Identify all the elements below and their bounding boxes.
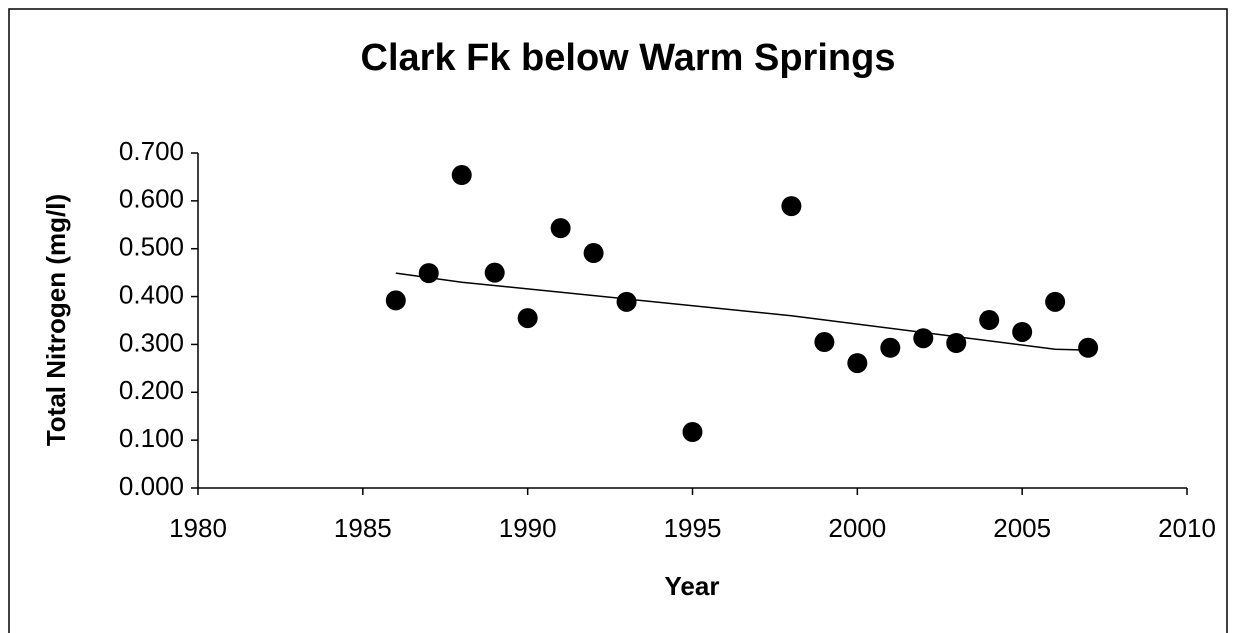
x-tick-label: 1980 — [169, 513, 227, 543]
data-point — [847, 353, 868, 374]
y-tick-label: 0.700 — [119, 136, 184, 166]
data-point — [418, 263, 439, 284]
data-point — [1012, 321, 1033, 342]
data-point — [385, 290, 406, 311]
data-point — [517, 308, 538, 329]
x-tick-label: 2005 — [993, 513, 1051, 543]
data-point — [781, 196, 802, 217]
data-point — [616, 291, 637, 312]
x-tick-label: 1985 — [334, 513, 392, 543]
data-point — [814, 332, 835, 353]
data-point — [550, 218, 571, 239]
data-point — [913, 328, 934, 349]
data-point — [1078, 337, 1099, 358]
data-point — [946, 332, 967, 353]
chart-title: Clark Fk below Warm Springs — [361, 37, 896, 79]
x-tick-label: 2010 — [1158, 513, 1216, 543]
data-point — [484, 262, 505, 283]
y-tick-label: 0.300 — [119, 327, 184, 357]
x-tick-label: 2000 — [828, 513, 886, 543]
data-point — [451, 165, 472, 186]
data-point — [583, 243, 604, 264]
x-tick-label: 1995 — [664, 513, 722, 543]
data-point — [880, 337, 901, 358]
y-tick-label: 0.200 — [119, 375, 184, 405]
trend-line — [395, 272, 1089, 351]
y-tick-label: 0.600 — [119, 184, 184, 214]
data-point — [1045, 291, 1066, 312]
data-point — [979, 310, 1000, 331]
y-tick-label: 0.000 — [119, 471, 184, 501]
x-axis-label: Year — [665, 571, 720, 601]
y-axis-label: Total Nitrogen (mg/l) — [41, 194, 71, 446]
y-tick-label: 0.500 — [119, 232, 184, 262]
chart-frame — [8, 8, 1228, 633]
y-tick-label: 0.100 — [119, 423, 184, 453]
y-tick-label: 0.400 — [119, 279, 184, 309]
data-point — [682, 422, 703, 443]
x-tick-label: 1990 — [499, 513, 557, 543]
